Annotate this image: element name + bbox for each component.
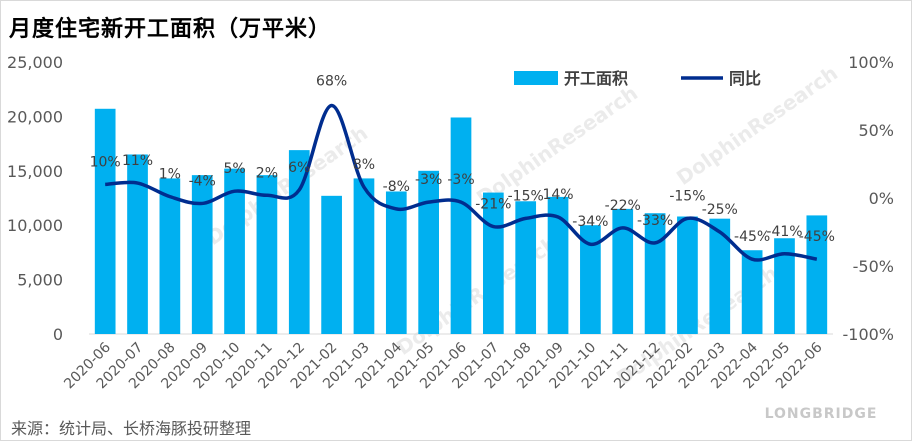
yoy-data-label: 5% — [223, 161, 245, 177]
yoy-data-label: -8% — [383, 179, 410, 195]
bar-2020-08 — [159, 178, 181, 334]
bar-2020-09 — [191, 175, 213, 334]
legend-label-bars: 开工面积 — [564, 69, 628, 88]
yoy-data-label: -45% — [734, 229, 770, 245]
y-left-tick-label: 5,000 — [17, 271, 63, 290]
yoy-line — [105, 103, 818, 262]
yoy-data-label: -21% — [475, 197, 511, 213]
bar-2021-07 — [482, 192, 504, 334]
data-labels: 10% 11%1% -4%5% 2% 6%68%8%-8% -3% -3%-21%-15%1… — [90, 74, 835, 246]
yoy-data-label: -33% — [637, 213, 673, 229]
source-note: 来源：统计局、长桥海豚投研整理 — [11, 419, 252, 438]
bar-2021-05 — [418, 170, 440, 334]
yoy-data-label: -3% — [415, 172, 442, 188]
yoy-data-label: 68% — [316, 74, 347, 90]
watermark-text: DolphinResearch — [392, 231, 562, 360]
yoy-data-label: 11% — [122, 153, 153, 169]
bar-2022-06 — [806, 215, 828, 334]
bar-2021-11 — [612, 208, 634, 334]
yoy-data-label: 10% — [90, 154, 121, 170]
y-right-tick-label: 50% — [858, 121, 894, 140]
legend: 开工面积 同比 — [514, 69, 761, 88]
watermark-brand: LONGBRIDGE — [765, 406, 878, 422]
yoy-data-label: -22% — [605, 198, 641, 214]
bar-2022-03 — [709, 218, 731, 334]
bar-2022-04 — [741, 250, 763, 334]
line-series — [105, 103, 818, 262]
y-right-tick-label: -50% — [853, 257, 894, 276]
yoy-data-label: 14% — [542, 187, 573, 203]
yoy-data-label: -34% — [572, 214, 608, 230]
legend-label-line: 同比 — [729, 69, 761, 88]
yoy-data-label: -25% — [702, 202, 738, 218]
bar-2021-08 — [515, 201, 537, 334]
yoy-data-label: 1% — [159, 167, 181, 183]
yoy-data-label: -4% — [189, 173, 216, 189]
y-left-tick-label: 25,000 — [7, 53, 63, 72]
bar-2021-04 — [385, 191, 407, 334]
yoy-data-label: 6% — [288, 160, 310, 176]
y-right-tick-label: 0% — [869, 189, 894, 208]
bar-2020-11 — [256, 175, 278, 334]
chart-title: 月度住宅新开工面积（万平米） — [9, 17, 332, 42]
y-left-tick-label: 0 — [53, 325, 63, 344]
yoy-data-label: 8% — [353, 157, 375, 173]
legend-swatch-bars — [514, 71, 558, 85]
yoy-data-label: -15% — [508, 188, 544, 204]
bar-2022-02 — [677, 216, 698, 334]
yoy-data-label: -3% — [447, 172, 474, 188]
y-right-tick-label: 100% — [848, 53, 894, 72]
bar-2020-06 — [94, 108, 116, 334]
bar-series — [94, 108, 828, 334]
bar-2022-05 — [774, 238, 795, 334]
yoy-data-label: -45% — [799, 229, 835, 245]
yoy-data-label: 2% — [256, 165, 278, 181]
bar-2020-07 — [127, 154, 148, 334]
yoy-data-label: -41% — [766, 224, 802, 240]
bar-2021-09 — [547, 196, 569, 334]
bar-2021-10 — [580, 225, 601, 334]
yoy-data-label: -15% — [669, 188, 705, 204]
y-left-tick-label: 20,000 — [7, 107, 63, 126]
bar-2021-02 — [321, 195, 342, 334]
bar-2020-10 — [224, 168, 245, 334]
y-left-tick-label: 15,000 — [7, 162, 63, 181]
bar-2021-12 — [644, 213, 666, 334]
y-right-tick-label: -100% — [842, 325, 894, 344]
y-left-tick-label: 10,000 — [7, 216, 63, 235]
bar-2021-06 — [450, 117, 472, 334]
bar-2021-03 — [353, 178, 375, 334]
